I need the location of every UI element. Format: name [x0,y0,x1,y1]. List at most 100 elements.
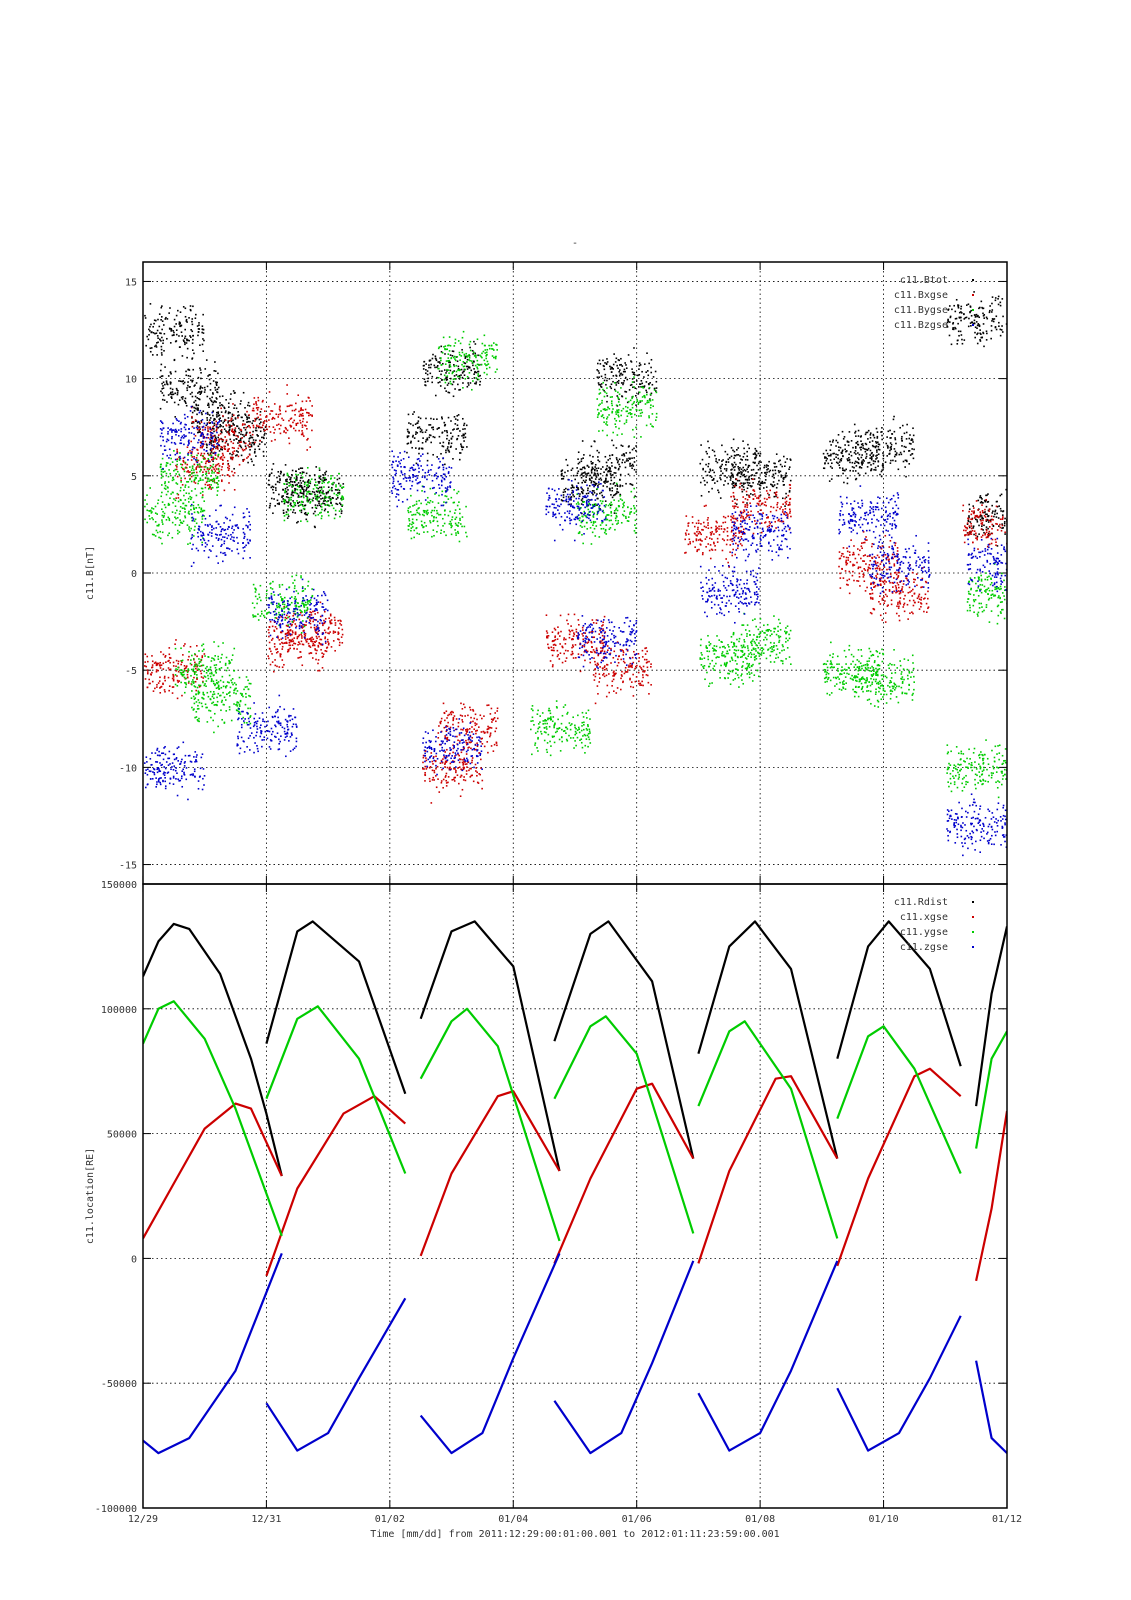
series-line-segment [975,1360,1007,1454]
data-point [596,347,658,407]
series-c11-Rdist [143,920,1007,1177]
data-point [592,641,652,705]
series-c11-Bygse [144,330,1007,799]
x-tick-label: 01/08 [745,1514,775,1525]
legend-entry: c11.Bzgse [894,320,948,331]
panel-1: 15 10 5 0 -5 -10 -15 c11.B[nT] c11.Btot c11.Bxgse… [85,261,1008,885]
data-point [159,405,221,470]
data-point [422,340,482,398]
legend-entry: c11.xgse [900,912,948,923]
data-point [946,291,1007,348]
data-point [869,564,930,623]
legend-swatch [972,294,974,296]
series-c11-ygse [143,1000,1007,1242]
series-line-segment [143,1000,283,1237]
y-tick-label: 50000 [107,1130,137,1141]
data-point [282,470,345,529]
series-line-segment [553,1015,695,1234]
data-point [946,793,1007,857]
data-point [267,578,329,646]
panel-2: 150000 100000 50000 0 -50000 -100000 c11.locat… [85,880,1008,1515]
data-point [699,632,761,688]
series-line-segment [419,1252,561,1455]
data-point [576,615,638,669]
y-tick-label: 0 [131,569,137,580]
series-c11-Bxgse [143,384,1007,804]
plot-area [143,920,1007,1455]
series-line-segment [697,1075,839,1264]
data-point [143,639,206,700]
data-point [282,466,345,523]
series-line-segment [419,920,561,1172]
legend-swatch [972,931,974,933]
x-axis-label: Time [mm/dd] from 2011:12:29:00:01:00.00… [370,1529,779,1540]
data-point [699,564,760,624]
y-tick-label: 150000 [101,880,137,891]
data-point [822,641,885,702]
data-point [545,479,607,542]
series-line-segment [836,1067,962,1267]
legend-entry: c11.Bxgse [894,290,948,301]
series-line-segment [975,1110,1007,1282]
legend-swatch [972,901,974,903]
y-axis-label: c11.B[nT] [85,546,96,600]
series-line-segment [697,1260,839,1452]
data-point [869,534,931,595]
legend-entry: c11.Rdist [894,897,948,908]
x-tick-label: 01/12 [992,1514,1022,1525]
y-tick-label: 15 [125,277,137,288]
data-point [236,694,298,758]
y-tick-label: 5 [131,472,137,483]
legend-swatch [972,309,974,311]
legend-entry: c11.ygse [900,927,948,938]
plot-frame [142,883,1008,1509]
data-point [730,478,792,538]
y-axis-label: c11.location[RE] [85,1148,96,1244]
data-point [730,612,792,674]
x-tick-label: 01/02 [375,1514,405,1525]
legend-entry: c11.Btot [900,275,948,286]
series-c11-xgse [143,1067,1007,1282]
data-point [190,674,252,734]
y-tick-label: -15 [119,861,137,872]
series-line-segment [143,1102,283,1239]
data-point [822,430,885,485]
x-tick-label: 01/04 [498,1514,528,1525]
series-line-segment [143,1252,283,1455]
y-tick-label: 100000 [101,1005,137,1016]
series-line-segment [975,926,1007,1107]
data-point [159,450,221,510]
data-point [596,376,658,438]
data-point [144,303,205,361]
data-point [699,438,761,499]
data-point [143,741,206,801]
y-tick-label: -5 [125,666,137,677]
data-point [731,505,792,569]
legend: c11.Rdist c11.xgse c11.ygse c11.zgse [894,897,974,953]
legend-swatch [972,324,974,326]
data-point [962,498,1007,550]
series-line-segment [836,1315,962,1452]
series-line-segment [553,1082,695,1264]
series-line-segment [553,920,695,1159]
legend: c11.Btot c11.Bxgse c11.Bygse c11.Bzgse [894,275,974,331]
series-c11-Bzgse [143,405,1007,857]
series-line-segment [836,1025,962,1174]
legend-swatch [972,916,974,918]
series-line-segment [419,1090,561,1257]
data-point [530,700,592,757]
series-c11-zgse [143,1252,1007,1455]
y-tick-label: -10 [119,763,137,774]
data-point [853,415,915,478]
data-point [283,601,344,659]
data-point [390,450,453,508]
data-point [946,739,1007,799]
x-tick-label: 12/31 [251,1514,281,1525]
data-point [251,384,313,451]
legend-swatch [972,946,974,948]
data-point [437,330,498,391]
data-point [838,485,900,549]
series-line-segment [143,922,283,1177]
data-point [407,485,468,543]
series-line-segment [265,1297,407,1452]
